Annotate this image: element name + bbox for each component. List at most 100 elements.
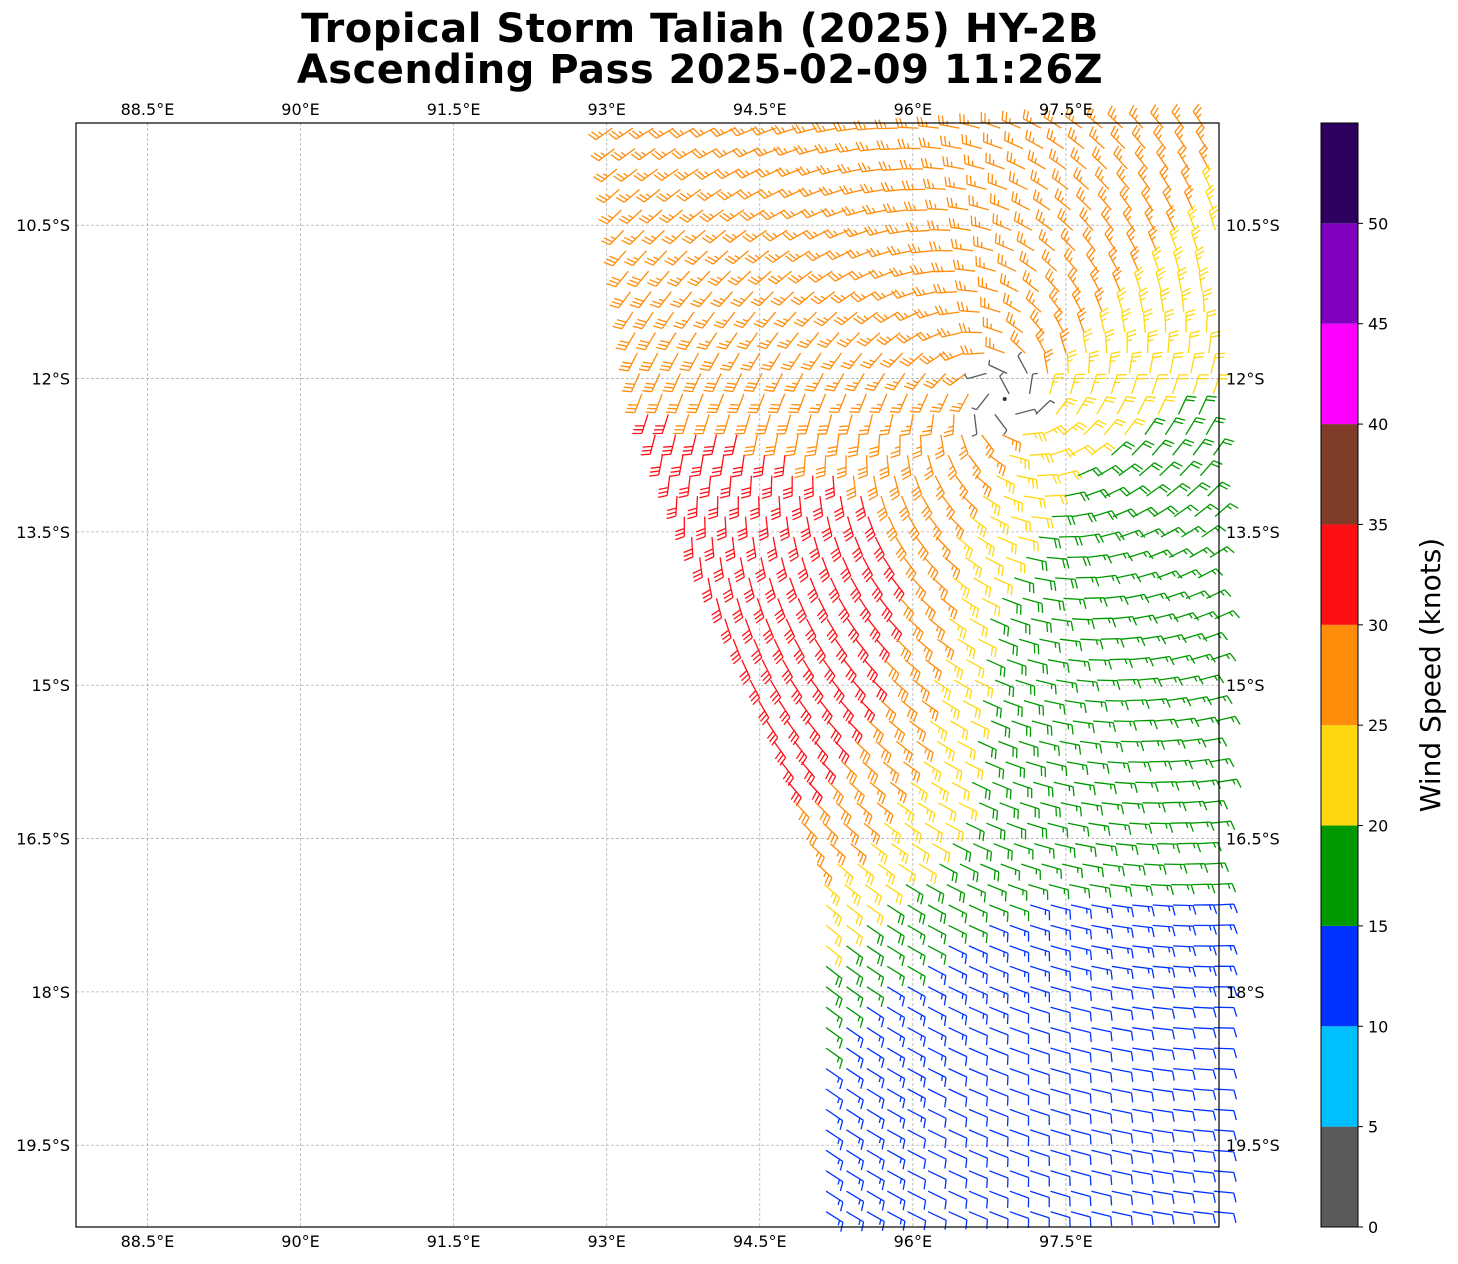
wind-barb bbox=[907, 1006, 926, 1027]
wind-barb bbox=[1033, 781, 1054, 798]
wind-barb bbox=[1025, 761, 1047, 778]
colorbar-tick-label: 20 bbox=[1368, 817, 1388, 836]
wind-barb bbox=[1149, 822, 1174, 833]
wind-barb bbox=[1173, 965, 1197, 977]
wind-barb bbox=[936, 536, 951, 561]
wind-barb bbox=[1049, 448, 1076, 458]
wind-barb bbox=[808, 781, 823, 806]
wind-barb bbox=[997, 253, 1017, 272]
wind-barb bbox=[1091, 1108, 1113, 1124]
wind-barb bbox=[1041, 863, 1063, 879]
wind-barb bbox=[741, 618, 753, 645]
wind-barb bbox=[1008, 171, 1028, 190]
wind-barb bbox=[1049, 373, 1065, 395]
wind-barb bbox=[948, 1006, 968, 1026]
wind-barb bbox=[676, 188, 702, 202]
wind-barb bbox=[1126, 329, 1137, 354]
wind-barb bbox=[1091, 924, 1114, 939]
wind-barb bbox=[1009, 904, 1030, 922]
wind-barb bbox=[1001, 434, 1022, 453]
wind-barb bbox=[1070, 924, 1093, 940]
wind-barb bbox=[1029, 1108, 1050, 1126]
wind-barb bbox=[1132, 506, 1159, 518]
wind-barb bbox=[1007, 883, 1028, 901]
wind-barb bbox=[899, 597, 915, 622]
wind-barb bbox=[1193, 1149, 1217, 1162]
wind-barb bbox=[633, 168, 659, 182]
wind-barb bbox=[1213, 903, 1238, 914]
wind-barb bbox=[711, 455, 725, 478]
wind-barb bbox=[948, 1149, 968, 1169]
wind-barb bbox=[920, 597, 936, 621]
wind-barb bbox=[866, 1129, 885, 1150]
wind-barb bbox=[1070, 1149, 1092, 1166]
wind-barb bbox=[1046, 761, 1068, 777]
wind-barb bbox=[928, 618, 946, 641]
wind-barbs bbox=[588, 103, 1242, 1232]
wind-barb bbox=[866, 1149, 885, 1170]
wind-barb bbox=[1070, 1027, 1092, 1043]
wind-barb bbox=[1138, 462, 1163, 477]
wind-barb bbox=[1213, 1006, 1238, 1017]
wind-barb bbox=[1103, 418, 1127, 436]
wind-barb bbox=[1111, 1149, 1134, 1164]
wind-barb bbox=[948, 1088, 968, 1107]
wind-barb bbox=[684, 250, 709, 266]
wind-barb bbox=[711, 598, 723, 624]
wind-barb bbox=[903, 373, 926, 390]
wind-barb bbox=[968, 904, 988, 923]
colorbar-bin bbox=[1321, 524, 1358, 625]
wind-barb bbox=[1177, 842, 1202, 853]
wind-barb bbox=[921, 700, 939, 722]
wind-barb bbox=[1018, 536, 1039, 552]
wind-barb bbox=[1014, 577, 1035, 594]
wind-barb bbox=[948, 1129, 968, 1148]
wind-barb bbox=[800, 516, 812, 542]
wind-barb bbox=[1168, 548, 1195, 558]
wind-barb bbox=[950, 720, 969, 741]
wind-barb bbox=[588, 127, 613, 141]
wind-barb bbox=[977, 536, 996, 557]
lat-tick-label-left: 15°S bbox=[31, 676, 70, 695]
wind-barb bbox=[723, 373, 743, 393]
wind-barb bbox=[1091, 1006, 1113, 1021]
wind-barb bbox=[898, 495, 910, 522]
wind-barb bbox=[1089, 883, 1112, 898]
wind-barb bbox=[1054, 188, 1071, 211]
wind-barb bbox=[632, 414, 649, 435]
wind-barb bbox=[770, 496, 781, 521]
wind-barb bbox=[924, 822, 943, 843]
wind-barb bbox=[1172, 438, 1195, 456]
wind-barb bbox=[866, 1190, 885, 1211]
wind-barb bbox=[656, 188, 681, 203]
wind-barb bbox=[1128, 104, 1144, 129]
wind-barb bbox=[1070, 1067, 1092, 1084]
wind-barb bbox=[816, 598, 829, 624]
wind-barb bbox=[1047, 659, 1070, 673]
wind-barb bbox=[1079, 533, 1105, 544]
wind-barb bbox=[889, 393, 908, 413]
wind-barb bbox=[699, 475, 712, 499]
wind-barb bbox=[855, 740, 871, 765]
wind-barb bbox=[928, 516, 942, 541]
wind-barb bbox=[1195, 123, 1208, 149]
wind-barb bbox=[863, 822, 881, 845]
wind-barb bbox=[1111, 441, 1135, 456]
wind-barb bbox=[1099, 307, 1110, 333]
wind-barb bbox=[1038, 536, 1062, 549]
wind-barb bbox=[836, 332, 860, 348]
wind-barb bbox=[954, 280, 978, 293]
wind-barb bbox=[1136, 571, 1162, 581]
wind-barb bbox=[1213, 944, 1238, 955]
wind-barb bbox=[808, 393, 827, 414]
wind-barb bbox=[855, 141, 881, 152]
wind-barb bbox=[1152, 965, 1176, 978]
wind-barb bbox=[628, 127, 654, 140]
wind-barb bbox=[1132, 1149, 1154, 1164]
wind-barb bbox=[948, 945, 968, 965]
wind-barb bbox=[1006, 151, 1026, 170]
lat-tick-label-right: 15°S bbox=[1226, 676, 1265, 695]
wind-barb bbox=[803, 475, 814, 500]
wind-barb bbox=[911, 286, 937, 297]
wind-barb bbox=[825, 1027, 843, 1049]
